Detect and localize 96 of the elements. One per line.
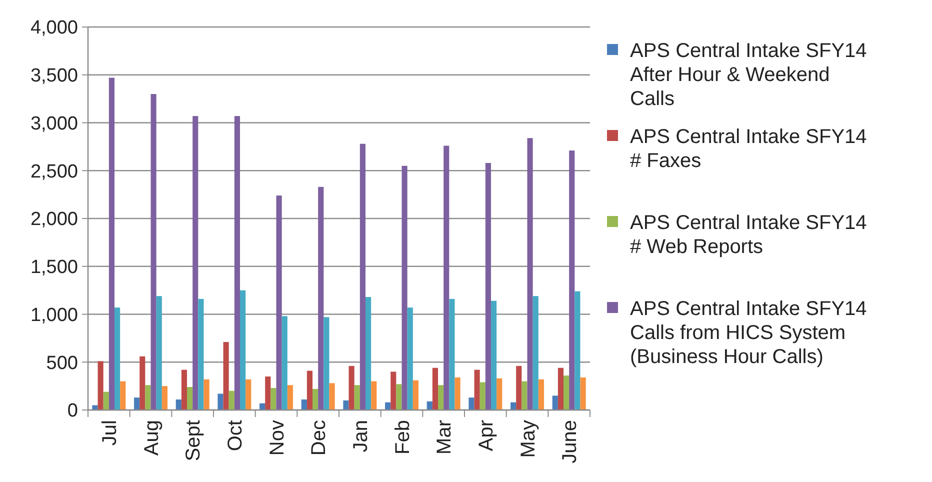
bar bbox=[198, 298, 204, 410]
bar bbox=[426, 401, 432, 410]
x-tick-label: Mar bbox=[434, 420, 456, 454]
x-tick-label: Dec bbox=[308, 420, 330, 456]
bar bbox=[574, 291, 580, 410]
bar bbox=[181, 370, 188, 410]
bar bbox=[187, 387, 193, 410]
bar bbox=[176, 399, 182, 410]
bar bbox=[510, 402, 516, 410]
bar bbox=[490, 300, 497, 410]
bar bbox=[318, 186, 324, 410]
y-tick-label: 500 bbox=[46, 352, 78, 374]
bar bbox=[354, 385, 360, 410]
bar bbox=[449, 298, 455, 410]
bar bbox=[301, 399, 307, 410]
bar bbox=[240, 290, 246, 410]
bar bbox=[402, 166, 408, 410]
bar bbox=[343, 400, 349, 410]
bar bbox=[365, 297, 372, 410]
bar bbox=[527, 138, 533, 410]
bar bbox=[516, 366, 522, 410]
bar bbox=[407, 308, 413, 410]
y-tick-label: 3,500 bbox=[30, 66, 78, 87]
bar bbox=[564, 376, 570, 410]
y-tick-label: 1,500 bbox=[30, 257, 78, 278]
bar bbox=[390, 372, 396, 410]
bar bbox=[444, 146, 450, 410]
bar bbox=[438, 385, 444, 410]
x-tick-label: Apr bbox=[475, 420, 498, 452]
bar bbox=[218, 394, 224, 410]
bar bbox=[223, 342, 229, 410]
bar bbox=[485, 162, 491, 410]
legend-label: APS Central Intake SFY14 # Faxes bbox=[630, 126, 867, 172]
legend-label: APS Central Intake SFY14 Calls from HICS System (Business Hour Calls) bbox=[630, 298, 867, 368]
bar bbox=[192, 116, 198, 410]
bar bbox=[329, 383, 335, 410]
bar bbox=[312, 388, 318, 410]
x-tick-label: Feb bbox=[392, 420, 414, 454]
x-tick-label: Nov bbox=[266, 420, 288, 456]
legend-label: APS Central Intake SFY14 After Hour & Weekend Calls bbox=[630, 40, 867, 110]
bar bbox=[287, 385, 293, 410]
bar bbox=[234, 116, 240, 410]
y-tick-label: 3,000 bbox=[30, 113, 78, 134]
bar bbox=[114, 308, 120, 410]
bar bbox=[432, 368, 438, 410]
bar bbox=[282, 316, 288, 410]
bar bbox=[468, 398, 474, 410]
bar bbox=[270, 388, 276, 410]
bar bbox=[145, 385, 151, 410]
bar bbox=[228, 390, 234, 410]
bar bbox=[98, 361, 104, 410]
bar bbox=[474, 370, 480, 410]
bar bbox=[348, 366, 354, 410]
bar bbox=[371, 381, 377, 410]
bar bbox=[246, 379, 252, 410]
bar bbox=[156, 296, 162, 410]
x-tick-label: Jul bbox=[98, 420, 121, 446]
x-tick-label: May bbox=[517, 420, 540, 458]
bar bbox=[412, 380, 418, 410]
bar bbox=[580, 377, 586, 410]
bar bbox=[324, 317, 330, 410]
bar bbox=[558, 368, 564, 410]
bar bbox=[454, 377, 460, 410]
x-tick-label: Sept bbox=[182, 420, 205, 462]
bar bbox=[385, 402, 391, 410]
bar bbox=[360, 144, 366, 410]
bar bbox=[103, 392, 109, 410]
legend-label: APS Central Intake SFY14 # Web Reports bbox=[630, 212, 867, 258]
x-tick-label: June bbox=[559, 420, 582, 464]
bar bbox=[134, 398, 140, 410]
bar bbox=[265, 376, 271, 410]
x-tick-label: Jan bbox=[350, 420, 372, 452]
bar bbox=[204, 379, 210, 410]
bar bbox=[162, 386, 168, 410]
bar bbox=[522, 381, 528, 410]
bar bbox=[276, 196, 282, 410]
bar bbox=[538, 379, 544, 410]
x-tick-label: Oct bbox=[224, 420, 246, 452]
bar bbox=[396, 384, 402, 410]
bar bbox=[306, 370, 313, 410]
bar bbox=[92, 405, 98, 410]
bar bbox=[552, 396, 558, 410]
y-tick-label: 4,000 bbox=[30, 18, 78, 39]
bar bbox=[480, 382, 486, 410]
bar bbox=[569, 150, 575, 410]
bar bbox=[496, 378, 502, 410]
bar bbox=[120, 381, 126, 410]
bar bbox=[532, 296, 538, 410]
bar bbox=[150, 94, 156, 410]
bar bbox=[140, 356, 146, 410]
y-tick-label: 1,000 bbox=[30, 304, 78, 326]
y-tick-label: 2,000 bbox=[30, 209, 78, 230]
bar bbox=[108, 78, 114, 410]
y-tick-label: 0 bbox=[67, 400, 78, 422]
y-tick-label: 2,500 bbox=[30, 161, 78, 182]
x-tick-label: Aug bbox=[140, 420, 163, 456]
